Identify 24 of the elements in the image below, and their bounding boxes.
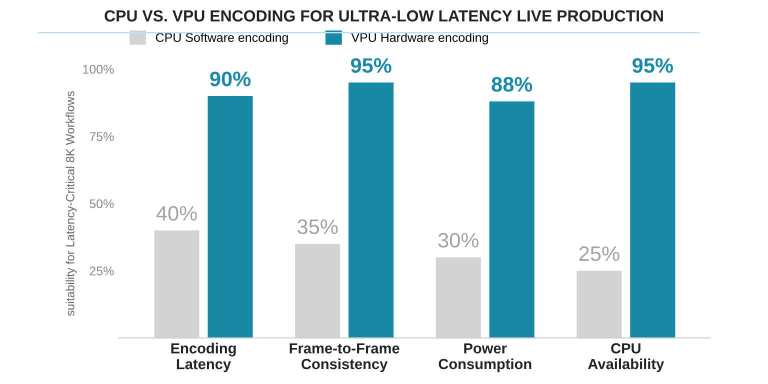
bar [348, 82, 394, 338]
data-label: 88% [492, 76, 532, 92]
legend-label: CPU Software encoding [156, 32, 288, 44]
x-tick-label: Encoding Latency [171, 342, 236, 372]
chart-title: CPU VS. VPU ENCODING FOR ULTRA-LOW LATENCY LIVE PRODUCTION [104, 10, 663, 22]
data-label: 30% [438, 232, 478, 248]
legend-label: VPU Hardware encoding [351, 32, 488, 44]
x-tick-label: CPU Availability [588, 343, 664, 372]
bar [208, 96, 253, 338]
y-axis-title: suitability for Latency-Critical 8K Workflows [66, 91, 77, 316]
data-label: 95% [632, 58, 673, 73]
bar [489, 101, 534, 338]
y-tick-label: 100% [83, 64, 114, 74]
y-tick-label: 75% [90, 132, 114, 141]
data-label: 95% [350, 58, 392, 73]
x-tick-label: Power Consumption [438, 343, 532, 372]
data-label: 25% [579, 246, 620, 262]
data-label: 90% [210, 72, 251, 86]
x-tick-label: Frame-to-Frame Consistency [290, 343, 400, 372]
data-label: 40% [156, 206, 197, 221]
y-tick-label: 25% [90, 266, 114, 276]
y-tick-label: 50% [90, 199, 114, 208]
data-label: 35% [298, 219, 338, 234]
bar [630, 82, 676, 338]
